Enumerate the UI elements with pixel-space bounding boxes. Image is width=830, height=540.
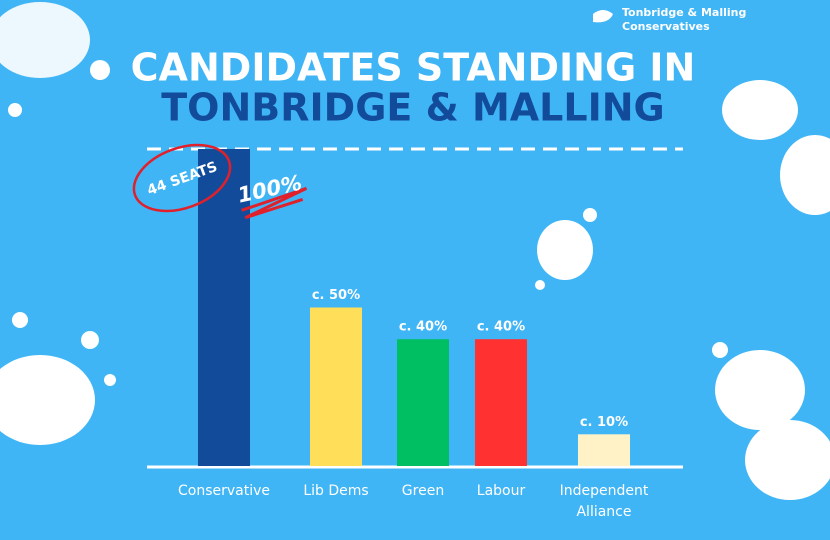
value-label: c. 40% bbox=[399, 320, 447, 335]
logo-icon bbox=[593, 10, 613, 23]
decoration bbox=[0, 2, 830, 500]
x-tick-label: Labour bbox=[476, 483, 526, 499]
bar bbox=[397, 339, 449, 466]
chart-title: TONBRIDGE & MALLING bbox=[161, 86, 664, 130]
x-tick-label: Green bbox=[401, 483, 445, 499]
chart-title: CANDIDATES STANDING IN bbox=[131, 46, 696, 90]
bar bbox=[578, 434, 630, 466]
value-label: c. 50% bbox=[312, 288, 360, 303]
logo-text: Tonbridge & Malling bbox=[622, 6, 746, 19]
value-label: c. 40% bbox=[477, 320, 525, 335]
x-tick-label: Conservative bbox=[177, 483, 271, 499]
value-label: c. 10% bbox=[580, 415, 628, 430]
bar bbox=[198, 149, 250, 466]
underline bbox=[241, 186, 308, 220]
bar bbox=[310, 307, 362, 466]
logo-text: Conservatives bbox=[622, 20, 710, 33]
x-tick-label: Lib Dems bbox=[303, 483, 369, 499]
annotation-circle bbox=[132, 143, 232, 213]
bar bbox=[475, 339, 527, 466]
x-tick-label: Independent Alliance bbox=[559, 483, 649, 520]
